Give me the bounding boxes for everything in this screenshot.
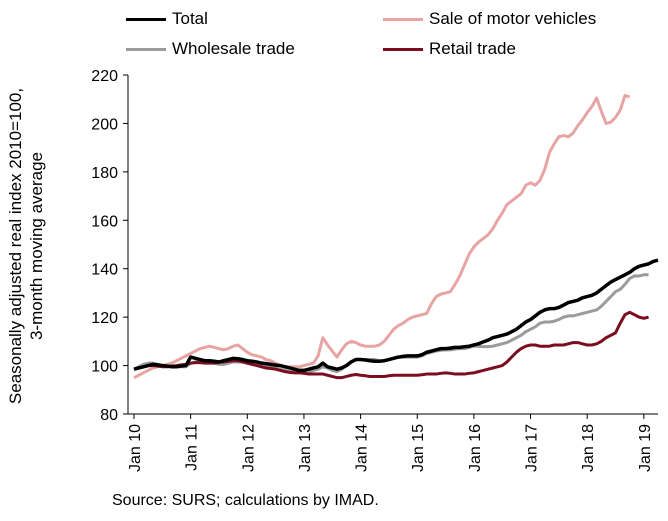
legend-item-motor-vehicles: Sale of motor vehicles bbox=[383, 9, 596, 29]
legend-swatch-total bbox=[126, 17, 166, 21]
series-layer bbox=[133, 94, 659, 380]
y-tick-label: 140 bbox=[91, 262, 118, 279]
x-tick-label: Jan 13 bbox=[297, 424, 314, 472]
y-tick-label: 200 bbox=[91, 116, 118, 133]
x-tick-label: Jan 12 bbox=[240, 424, 257, 472]
y-axis-label-line-1: Seasonally adjusted real index 2010=100, bbox=[6, 87, 25, 405]
x-tick-label: Jan 16 bbox=[467, 424, 484, 472]
y-axis-label-line-2: 3-month moving average bbox=[27, 151, 46, 341]
series-line-total bbox=[133, 258, 659, 373]
series-line-retail-trade bbox=[133, 310, 649, 380]
x-tick-label: Jan 15 bbox=[410, 424, 427, 472]
legend-swatch-wholesale bbox=[126, 47, 166, 51]
y-tick-label: 220 bbox=[91, 68, 118, 85]
legend-label-retail: Retail trade bbox=[429, 39, 516, 58]
source-note: Source: SURS; calculations by IMAD. bbox=[112, 492, 379, 509]
y-tick-label: 180 bbox=[91, 165, 118, 182]
axes: 80 100 120 140 160 180 200 220 Jan 10 Jan 11 Jan 1… bbox=[91, 68, 658, 472]
legend-label-motor-vehicles: Sale of motor vehicles bbox=[429, 9, 597, 28]
legend-item-total: Total bbox=[126, 9, 208, 29]
legend-item-retail: Retail trade bbox=[383, 39, 516, 59]
x-tick-label: Jan 11 bbox=[184, 424, 201, 471]
series-line-wholesale-trade bbox=[133, 273, 649, 374]
legend-swatch-retail bbox=[383, 47, 423, 51]
series-line-sale-of-motor-vehicles bbox=[133, 94, 631, 380]
x-tick-label: Jan 17 bbox=[524, 424, 541, 472]
legend-swatch-motor-vehicles bbox=[383, 17, 423, 21]
legend-label-wholesale: Wholesale trade bbox=[172, 39, 295, 58]
y-tick-label: 100 bbox=[91, 359, 118, 376]
y-tick-label: 160 bbox=[91, 213, 118, 230]
x-tick-label: Jan 19 bbox=[637, 424, 654, 472]
x-tick-label: Jan 10 bbox=[127, 424, 144, 472]
y-tick-label: 80 bbox=[100, 407, 118, 424]
x-tick-label: Jan 14 bbox=[354, 424, 371, 472]
y-axis-label-text: Seasonally adjusted real index 2010=100,… bbox=[5, 76, 47, 416]
legend-item-wholesale: Wholesale trade bbox=[126, 39, 295, 59]
x-tick-label: Jan 18 bbox=[580, 424, 597, 472]
legend-label-total: Total bbox=[172, 9, 208, 28]
y-tick-label: 120 bbox=[91, 310, 118, 327]
